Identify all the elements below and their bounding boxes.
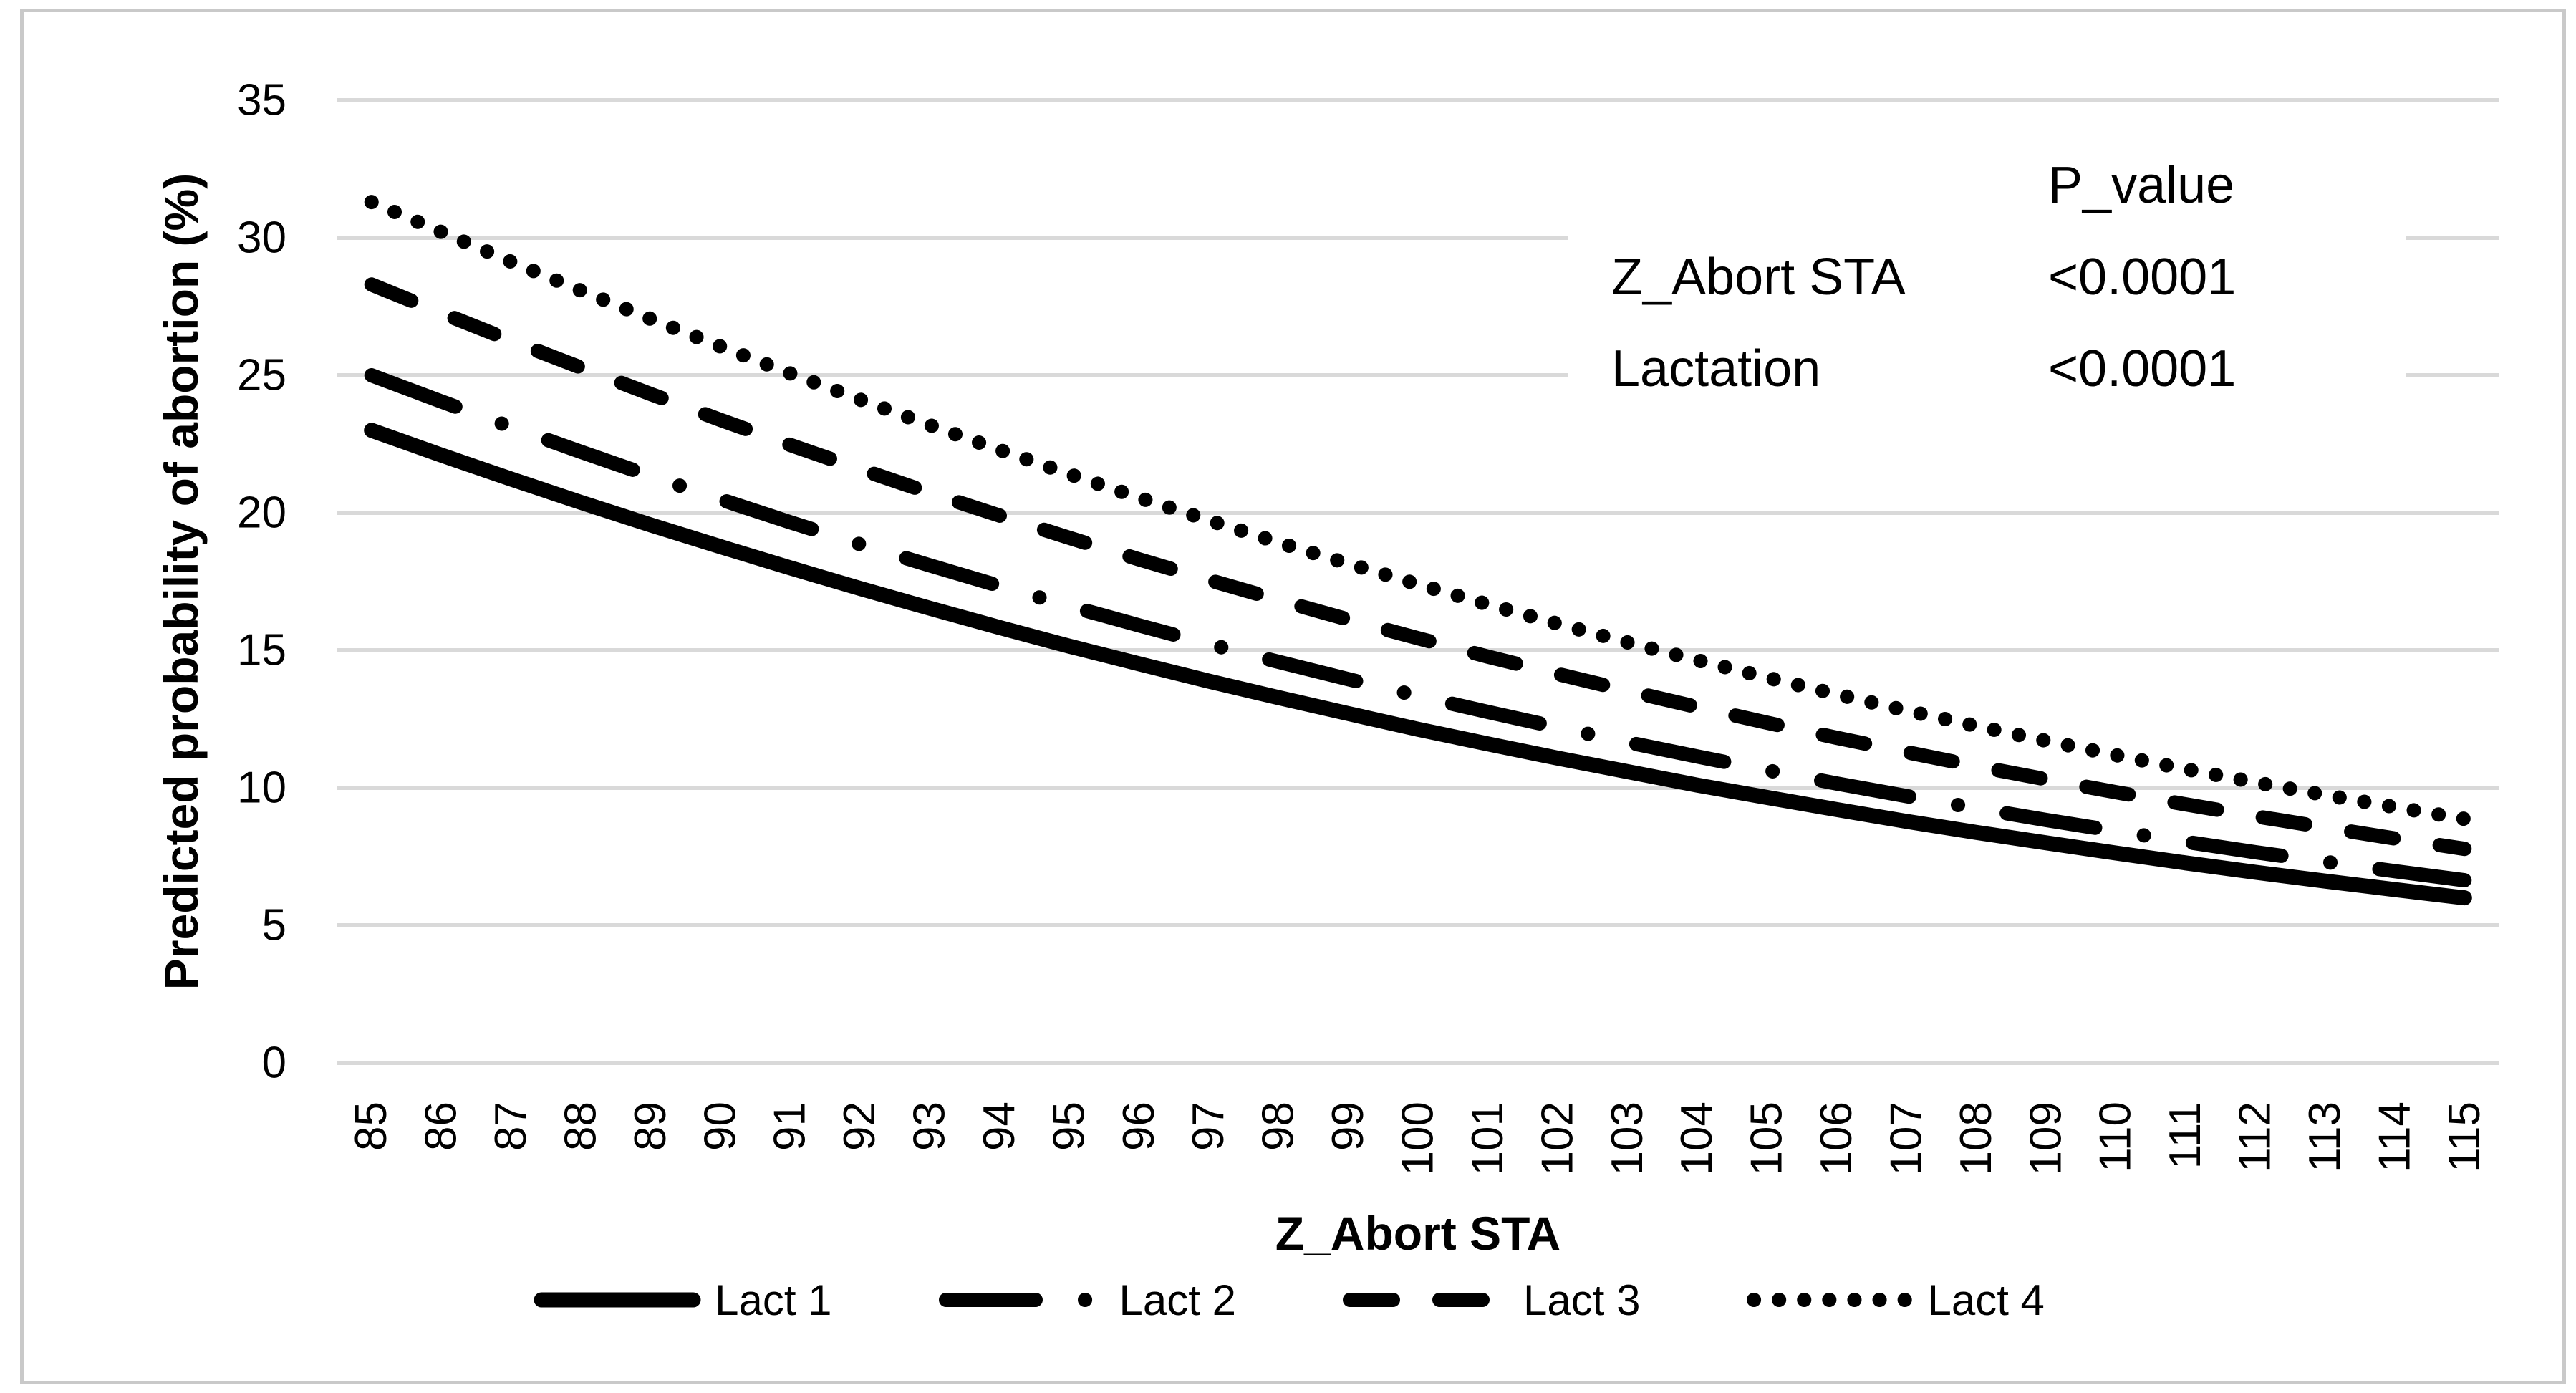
x-tick-label: 90	[695, 1102, 745, 1151]
x-tick-label: 92	[835, 1102, 884, 1151]
annotation-row-label: Lactation	[1611, 340, 1821, 397]
x-tick-label: 105	[1742, 1102, 1792, 1175]
x-tick-label: 108	[1952, 1102, 2001, 1175]
x-tick-label: 88	[556, 1102, 605, 1151]
x-tick-label: 86	[417, 1102, 466, 1151]
x-tick-label: 102	[1533, 1102, 1582, 1175]
legend-item-lact-4: Lact 4	[1744, 1276, 2045, 1325]
series-line-lact-4	[364, 195, 2472, 826]
y-tick-labels: 0 5 10 15 20 25 30 35	[237, 76, 286, 1088]
annotation-row-value: <0.0001	[2048, 249, 2237, 306]
legend: Lact 1 Lact 2 Lact 3 Lact 4	[0, 1261, 2576, 1339]
x-tick-label: 107	[1881, 1102, 1931, 1175]
legend-line-sample-icon	[534, 1292, 701, 1308]
x-tick-label: 94	[975, 1102, 1024, 1151]
series-line-lact-2	[364, 368, 2472, 887]
annotation-row-label: Z_Abort STA	[1611, 249, 1906, 306]
x-tick-label: 100	[1394, 1102, 1443, 1175]
y-tick-label: 20	[237, 488, 286, 538]
x-tick-label: 93	[905, 1102, 955, 1151]
gridlines	[337, 98, 2499, 1065]
y-tick-label: 5	[262, 901, 286, 950]
y-axis-title: Predicted probability of abortion (%)	[155, 173, 208, 990]
y-tick-label: 15	[237, 626, 286, 675]
y-tick-label: 10	[237, 763, 286, 813]
y-tick-label: 25	[237, 351, 286, 400]
x-tick-label: 113	[2300, 1102, 2350, 1172]
x-tick-label: 112	[2231, 1102, 2280, 1172]
legend-item-lact-3: Lact 3	[1340, 1276, 1640, 1325]
y-tick-label: 0	[262, 1038, 286, 1088]
x-axis-title: Z_Abort STA	[1275, 1207, 1561, 1260]
series-line-lact-3	[364, 277, 2472, 857]
legend-item-lact-2: Lact 2	[936, 1276, 1236, 1325]
x-tick-label: 99	[1323, 1102, 1373, 1151]
legend-item-lact-1: Lact 1	[531, 1276, 832, 1325]
x-tick-label: 96	[1114, 1102, 1164, 1151]
legend-label: Lact 3	[1523, 1276, 1641, 1324]
x-tick-label: 85	[347, 1102, 396, 1151]
series-line-lact-1	[364, 423, 2472, 906]
x-tick-label: 103	[1603, 1102, 1652, 1175]
p-value-header: P_value	[2048, 157, 2235, 214]
legend-line-sample-icon	[938, 1293, 1105, 1307]
y-tick-label: 30	[237, 213, 286, 263]
p-value-table: P_value Z_Abort STA <0.0001 Lactation <0…	[1568, 140, 2406, 415]
x-tick-label: 87	[486, 1102, 536, 1151]
annotation-row-value: <0.0001	[2048, 340, 2237, 397]
x-tick-label: 114	[2370, 1102, 2419, 1172]
x-tick-label: 110	[2091, 1102, 2141, 1172]
legend-label: Lact 4	[1927, 1276, 2045, 1324]
y-tick-label: 35	[237, 76, 286, 125]
x-tick-label: 111	[2161, 1102, 2210, 1169]
x-tick-label: 106	[1812, 1102, 1861, 1175]
x-tick-label: 109	[2021, 1102, 2070, 1175]
x-tick-label: 104	[1672, 1102, 1722, 1175]
legend-line-sample-icon	[1343, 1293, 1509, 1307]
x-tick-label: 97	[1184, 1102, 1233, 1151]
x-tick-label: 101	[1463, 1102, 1513, 1175]
x-tick-label: 89	[626, 1102, 675, 1151]
x-tick-label: 91	[766, 1102, 815, 1151]
x-tick-labels: 85 86 87 88 89 90 91 92 93 94 95 96 97 98 99 100 101 102 1…	[347, 1102, 2489, 1175]
legend-label: Lact 1	[715, 1276, 832, 1324]
legend-label: Lact 2	[1119, 1276, 1236, 1324]
x-tick-label: 98	[1254, 1102, 1303, 1151]
x-tick-label: 95	[1044, 1102, 1094, 1151]
legend-line-sample-icon	[1747, 1293, 1914, 1307]
series-lines	[364, 195, 2472, 906]
x-tick-label: 115	[2440, 1102, 2489, 1172]
